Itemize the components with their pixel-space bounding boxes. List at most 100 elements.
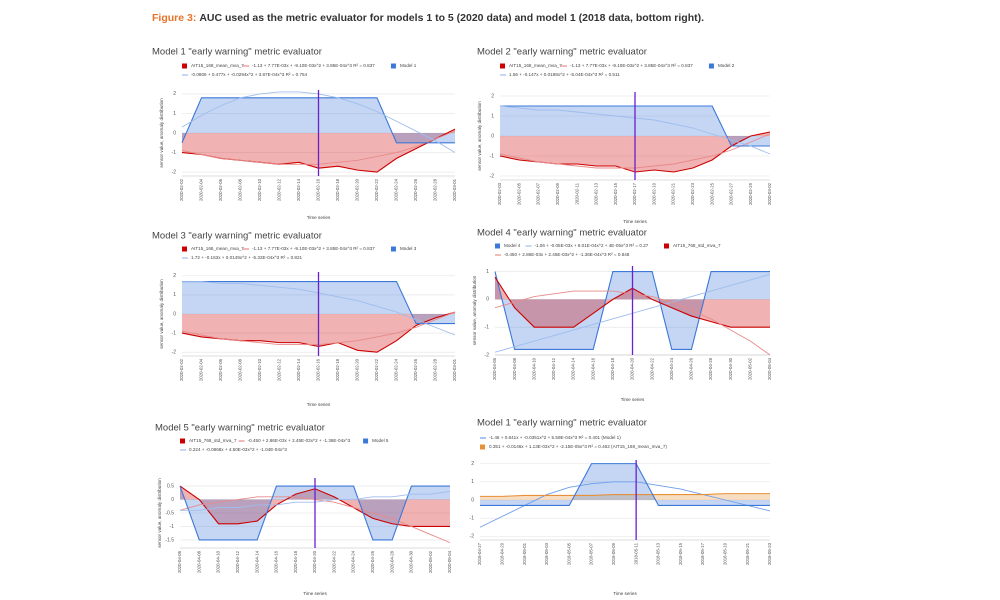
y-tick-label: 0 — [486, 297, 489, 303]
y-axis-label: sensor value, anomaly distribution — [159, 98, 164, 168]
legend-label: Model 5 — [372, 438, 389, 443]
x-tick-label: 2020-04-20 — [312, 550, 317, 573]
y-tick-label: 0.5 — [167, 483, 174, 489]
x-tick-label: 2018-05-01 — [522, 542, 527, 565]
x-tick-label: 2020-02-02 — [179, 178, 184, 201]
y-tick-label: -0.5 — [165, 510, 174, 516]
x-tick-label: 2020-04-16 — [590, 357, 595, 380]
series-area — [480, 463, 770, 506]
legend-label: -1.06 + -0.05E-03x + 8.01E-04x^2 + 4E-05… — [534, 243, 648, 248]
legend-label: AIT15_168_mean_mva_7 — [191, 246, 244, 251]
legend-label: -1.46 + 0.841x + -0.0351x^2 + 5.59E-04x^… — [489, 435, 621, 440]
y-tick-label: 0 — [173, 130, 176, 136]
chart-title: Model 2 "early warning" metric evaluator — [477, 47, 647, 58]
x-tick-label: 2020-04-26 — [370, 550, 375, 573]
legend-label: Model 3 — [400, 246, 417, 251]
x-tick-label: 2020-02-16 — [316, 358, 321, 381]
x-tick-label: 2020-02-28 — [433, 358, 438, 381]
x-tick-label: 2020-04-24 — [351, 550, 356, 573]
y-tick-label: 1 — [173, 292, 176, 298]
y-tick-label: 1 — [173, 111, 176, 117]
series-area — [180, 486, 450, 540]
legend-label: -1.13 + 7.77E-03x + -9.10E-03x^2 + 3.85E… — [570, 63, 693, 68]
x-tick-label: 2018-05-19 — [723, 542, 728, 565]
legend-label: Model 1 — [400, 63, 417, 68]
x-tick-label: 2018-05-21 — [745, 542, 750, 565]
legend-label: Model 2 — [718, 63, 735, 68]
x-tick-label: 2020-02-03 — [497, 182, 502, 205]
x-tick-label: 2020-04-30 — [409, 550, 414, 573]
x-axis-label: Time series — [623, 219, 647, 224]
y-tick-label: 2 — [173, 273, 176, 279]
x-tick-label: 2020-02-23 — [690, 182, 695, 205]
legend-label: -0.450 + 2.86E-03x + 2.45E-03x^2 + -1.36… — [504, 252, 630, 257]
legend-label: AIT15_168_mean_mva_7 — [509, 63, 562, 68]
y-axis-label: sensor value, anomaly distribution — [477, 101, 482, 171]
x-tick-label: 2020-05-02 — [747, 357, 752, 380]
y-axis-label: sensor value, anomaly distribution — [159, 279, 164, 349]
x-tick-label: 2020-04-06 — [492, 357, 497, 380]
legend-label: AIT15_768_std_mva_7 — [189, 438, 237, 443]
x-tick-label: 2018-05-11 — [633, 542, 638, 564]
x-tick-label: 2020-04-18 — [610, 357, 615, 380]
legend-swatch — [182, 63, 187, 69]
x-tick-label: 2020-05-04 — [767, 357, 772, 380]
x-tick-label: 2020-02-22 — [374, 358, 379, 381]
y-tick-label: 2 — [173, 91, 176, 97]
x-tick-label: 2018-05-15 — [678, 542, 683, 565]
legend-label: -0.0806 + 0.477x + -0.0294x^2 + 3.87E-04… — [191, 72, 308, 77]
x-tick-label: 2018-05-17 — [700, 542, 705, 565]
x-tick-label: 2020-05-04 — [447, 550, 452, 573]
x-tick-label: 2020-02-06 — [218, 358, 223, 381]
x-tick-label: 2018-05-09 — [611, 542, 616, 565]
x-tick-label: 2020-02-16 — [316, 178, 321, 201]
x-axis-label: Time series — [303, 591, 327, 596]
x-tick-label: 2020-04-24 — [669, 357, 674, 380]
y-tick-label: 1 — [471, 479, 474, 485]
x-tick-label: 2020-04-30 — [728, 357, 733, 380]
x-tick-label: 2020-02-22 — [374, 178, 379, 201]
series-line — [480, 463, 770, 507]
y-tick-label: 2 — [471, 461, 474, 467]
legend-label: 0.351 + -0.0146x + 1.13E-03x^2 + -2.15E-… — [489, 444, 667, 449]
legend-label: 1.72 + -0.163x + 0.0149x^2 + -5.32E-04x^… — [191, 255, 303, 260]
x-tick-label: 2020-04-08 — [196, 550, 201, 573]
x-tick-label: 2020-03-02 — [767, 182, 772, 205]
x-tick-label: 2020-02-04 — [199, 358, 204, 381]
x-tick-label: 2020-04-16 — [274, 550, 279, 573]
x-tick-label: 2020-03-01 — [452, 358, 457, 381]
caption-label: Figure 3: — [152, 12, 196, 24]
x-tick-label: 2020-02-10 — [257, 178, 262, 201]
x-axis-label: Time series — [621, 397, 645, 402]
x-tick-label: 2020-04-20 — [630, 357, 635, 380]
y-tick-label: 0 — [173, 311, 176, 317]
x-tick-label: 2020-02-28 — [433, 178, 438, 201]
y-tick-label: -1 — [490, 153, 495, 159]
x-tick-label: 2020-04-28 — [708, 357, 713, 380]
legend-swatch — [390, 246, 396, 252]
x-tick-label: 2020-02-12 — [277, 178, 282, 201]
x-tick-label: 2020-02-29 — [748, 182, 753, 205]
x-tick-label: 2018-05-03 — [544, 542, 549, 565]
legend-swatch — [182, 246, 187, 252]
x-tick-label: 2018-05-07 — [589, 542, 594, 565]
x-tick-label: 2020-02-08 — [238, 178, 243, 201]
y-tick-label: -1 — [485, 325, 490, 331]
x-tick-label: 2020-02-13 — [594, 182, 599, 205]
x-tick-label: 2018-04-29 — [499, 542, 504, 565]
legend-label: 1.56 + -0.147x + 0.0188x^2 + -5.04E-04x^… — [509, 72, 620, 77]
y-tick-label: 0 — [171, 497, 174, 503]
x-tick-label: 2020-02-26 — [413, 358, 418, 381]
y-tick-label: -1 — [172, 150, 177, 156]
x-tick-label: 2020-05-02 — [428, 550, 433, 573]
legend-label: -0.450 + 2.86E-03x + 2.45E-03x^2 + -1.36… — [248, 438, 351, 443]
y-tick-label: -1.5 — [165, 537, 174, 543]
series-line — [480, 493, 770, 497]
x-tick-label: 2020-02-17 — [632, 182, 637, 205]
x-tick-label: 2020-02-07 — [536, 182, 541, 205]
x-tick-label: 2020-02-18 — [335, 178, 340, 201]
x-axis-label: Time series — [307, 215, 331, 220]
x-tick-label: 2020-02-06 — [218, 178, 223, 201]
series-area — [495, 271, 770, 350]
